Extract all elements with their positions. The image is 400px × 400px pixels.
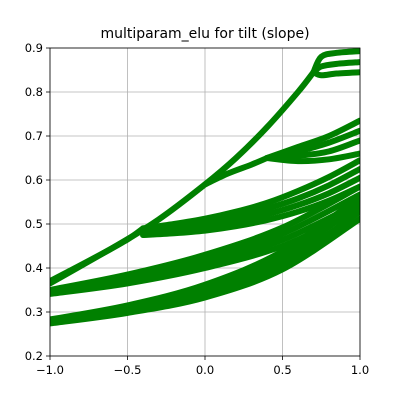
- y-axis: 0.2 0.3 0.4 0.5 0.6 0.7 0.8 0.9: [25, 41, 50, 363]
- x-axis: −1.0 −0.5 0.0 0.5 1.0: [36, 356, 369, 377]
- series-line-4: [202, 155, 270, 188]
- x-tick-label: 0.5: [273, 363, 291, 377]
- series-line-21: [50, 215, 360, 327]
- x-tick-label: 1.0: [351, 363, 369, 377]
- x-tick-label: −0.5: [114, 363, 142, 377]
- grid-lines: [49, 47, 361, 357]
- series-line-2: [310, 59, 360, 76]
- series-line-13: [140, 183, 360, 238]
- y-tick-label: 0.4: [25, 261, 43, 275]
- y-tick-label: 0.7: [25, 129, 43, 143]
- y-tick-label: 0.3: [25, 305, 43, 319]
- x-tick-label: 0.0: [196, 363, 214, 377]
- y-tick-label: 0.9: [25, 41, 43, 55]
- series-line-8: [264, 150, 360, 165]
- series-line-10: [140, 157, 360, 232]
- x-tick-label: −1.0: [36, 363, 64, 377]
- series-line-9: [50, 225, 146, 287]
- plot-area: [50, 48, 360, 327]
- y-tick-label: 0.5: [25, 217, 43, 231]
- y-tick-label: 0.8: [25, 85, 43, 99]
- y-tick-label: 0.2: [25, 349, 43, 363]
- y-tick-label: 0.6: [25, 173, 43, 187]
- series-line-1: [310, 48, 360, 76]
- series-line-11: [140, 166, 360, 234]
- chart-title: multiparam_elu for tilt (slope): [100, 26, 309, 42]
- series-line-3: [310, 69, 360, 79]
- series-line-12: [140, 174, 360, 236]
